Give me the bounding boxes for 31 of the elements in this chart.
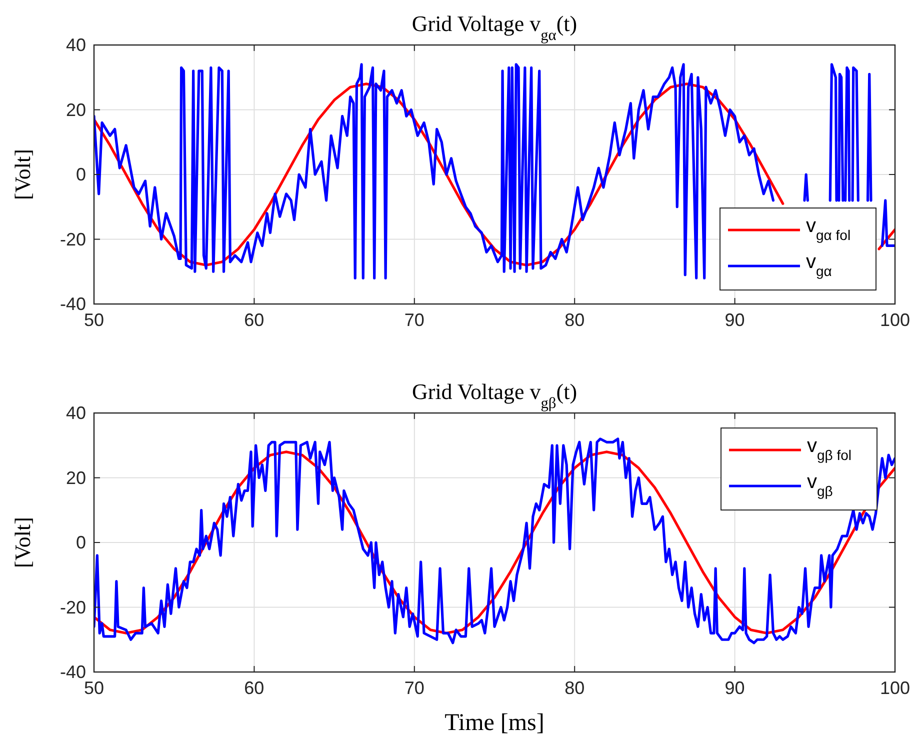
y-tick-label: 20 <box>66 468 86 488</box>
chart-title: Grid Voltage v$_{gα}$(t) <box>412 11 578 44</box>
x-tick-label: 70 <box>404 678 424 698</box>
x-tick-label: 50 <box>84 678 104 698</box>
chart-title: Grid Voltage v$_{gβ}$(t) <box>412 379 578 412</box>
y-tick-label: 20 <box>66 100 86 120</box>
x-tick-label: 90 <box>724 310 745 330</box>
legend-label: v$_{gα}$ <box>806 251 832 279</box>
y-tick-label: -20 <box>60 597 86 618</box>
x-tick-label: 80 <box>564 310 585 330</box>
x-tick-label: 60 <box>244 310 264 330</box>
legend-label: v$_{gβ fol}$ <box>807 435 852 463</box>
legend-label: v$_{gβ}$ <box>807 471 833 499</box>
y-axis-title: [Volt] <box>10 517 35 568</box>
x-tick-label: 50 <box>84 310 104 330</box>
legend-label: v$_{gα fol}$ <box>806 215 851 243</box>
x-tick-label: 80 <box>564 678 585 698</box>
x-tick-label: 90 <box>724 678 745 698</box>
y-tick-label: 0 <box>76 532 86 552</box>
x-tick-label: 100 <box>880 678 910 698</box>
y-tick-label: -40 <box>60 662 86 682</box>
x-tick-label: 100 <box>880 310 910 330</box>
y-tick-label: -20 <box>60 229 86 250</box>
y-tick-label: 40 <box>66 403 86 423</box>
x-axis-title: Time [ms] <box>444 710 544 736</box>
y-axis-title: [Volt] <box>10 149 35 200</box>
x-tick-label: 60 <box>244 678 264 698</box>
y-tick-label: 0 <box>76 164 86 184</box>
x-tick-label: 70 <box>404 310 424 330</box>
y-tick-label: 40 <box>66 35 86 55</box>
y-tick-label: -40 <box>60 294 86 314</box>
